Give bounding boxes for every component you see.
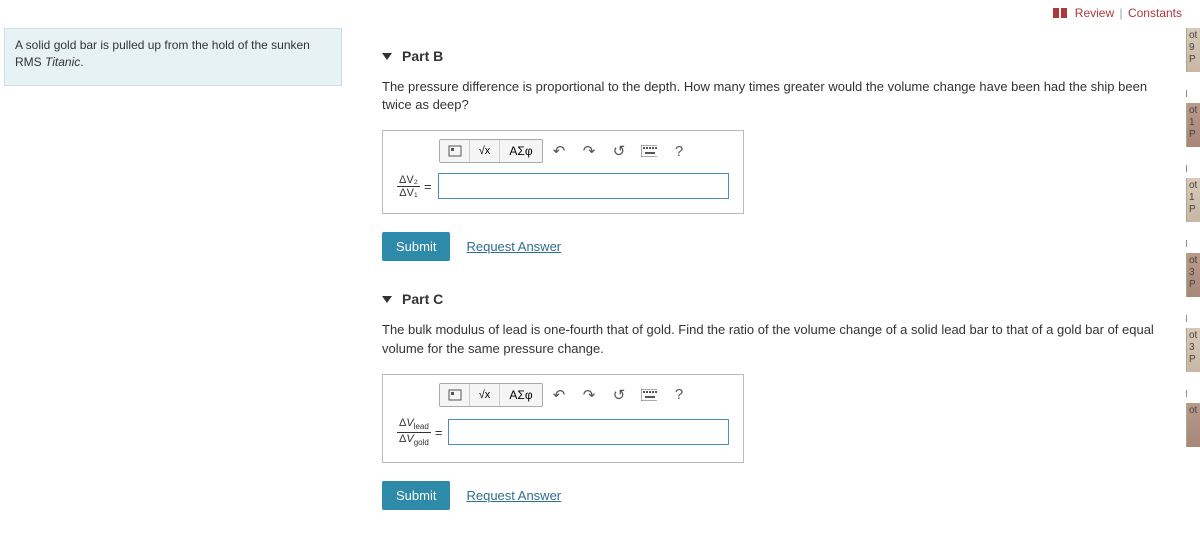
templates-btn[interactable]: [440, 140, 470, 162]
part-b-question: The pressure difference is proportional …: [382, 78, 1172, 114]
part-c-request-answer[interactable]: Request Answer: [466, 488, 561, 503]
reset-icon[interactable]: ↺: [611, 143, 627, 159]
problem-italic: Titanic: [45, 55, 80, 69]
part-c-toolbar: √x ΑΣφ ↶ ↷ ↺ ?: [383, 375, 743, 417]
right-edge-strip: ot9 P ot1 P ot1 P ot3 P ot3 P ot: [1186, 0, 1200, 537]
format-group: √x ΑΣφ: [439, 139, 543, 163]
reset-icon[interactable]: ↺: [611, 387, 627, 403]
radical-btn[interactable]: √x: [470, 140, 500, 162]
collapse-icon: [382, 296, 392, 303]
part-b-submit-button[interactable]: Submit: [382, 232, 450, 261]
collapse-icon: [382, 53, 392, 60]
greek-btn[interactable]: ΑΣφ: [500, 140, 542, 162]
undo-icon[interactable]: ↶: [551, 387, 567, 403]
strip-item: ot1 P: [1186, 103, 1200, 147]
part-b-header[interactable]: Part B: [382, 48, 1172, 64]
greek-btn[interactable]: ΑΣφ: [500, 384, 542, 406]
part-c-question: The bulk modulus of lead is one-fourth t…: [382, 321, 1172, 357]
part-c-answer-box: √x ΑΣφ ↶ ↷ ↺ ? ΔVlead ΔVgold =: [382, 374, 744, 463]
part-b-answer-box: √x ΑΣφ ↶ ↷ ↺ ? ΔV₂ ΔV₁ =: [382, 130, 744, 214]
part-b-title: Part B: [402, 48, 443, 64]
problem-period: .: [80, 55, 83, 69]
separator: |: [1120, 6, 1123, 20]
part-b-buttons: Submit Request Answer: [382, 232, 1172, 261]
tool-icons: ↶ ↷ ↺ ?: [551, 387, 687, 403]
part-c-answer-input[interactable]: [448, 419, 729, 445]
part-b-answer-input[interactable]: [438, 173, 729, 199]
keyboard-icon[interactable]: [641, 143, 657, 159]
part-c-fraction: ΔVlead ΔVgold: [397, 417, 431, 448]
strip-item: ot3 P: [1186, 253, 1200, 297]
strip-item: ot: [1186, 403, 1200, 447]
part-c-buttons: Submit Request Answer: [382, 481, 1172, 510]
strip-item: ot3 P: [1186, 328, 1200, 372]
problem-statement: A solid gold bar is pulled up from the h…: [4, 28, 342, 86]
part-b-equation-row: ΔV₂ ΔV₁ =: [383, 173, 743, 199]
part-c-submit-button[interactable]: Submit: [382, 481, 450, 510]
tool-icons: ↶ ↷ ↺ ?: [551, 143, 687, 159]
review-icon: [1053, 7, 1067, 21]
radical-btn[interactable]: √x: [470, 384, 500, 406]
main-content: Part B The pressure difference is propor…: [382, 48, 1172, 540]
keyboard-icon[interactable]: [641, 387, 657, 403]
templates-btn[interactable]: [440, 384, 470, 406]
part-c-equation-row: ΔVlead ΔVgold =: [383, 417, 743, 448]
part-b-request-answer[interactable]: Request Answer: [466, 239, 561, 254]
undo-icon[interactable]: ↶: [551, 143, 567, 159]
strip-item: ot1 P: [1186, 178, 1200, 222]
part-b: Part B The pressure difference is propor…: [382, 48, 1172, 261]
part-b-fraction: ΔV₂ ΔV₁: [397, 174, 420, 199]
part-b-toolbar: √x ΑΣφ ↶ ↷ ↺ ?: [383, 131, 743, 173]
equals-sign: =: [424, 179, 432, 194]
help-icon[interactable]: ?: [671, 143, 687, 159]
strip-item: ot9 P: [1186, 28, 1200, 72]
constants-link[interactable]: Constants: [1128, 6, 1182, 20]
format-group: √x ΑΣφ: [439, 383, 543, 407]
part-c: Part C The bulk modulus of lead is one-f…: [382, 291, 1172, 509]
equals-sign: =: [435, 425, 443, 440]
part-c-header[interactable]: Part C: [382, 291, 1172, 307]
review-link[interactable]: Review: [1075, 6, 1114, 20]
redo-icon[interactable]: ↷: [581, 143, 597, 159]
topbar: Review | Constants: [1053, 6, 1182, 21]
redo-icon[interactable]: ↷: [581, 387, 597, 403]
help-icon[interactable]: ?: [671, 387, 687, 403]
part-c-title: Part C: [402, 291, 443, 307]
